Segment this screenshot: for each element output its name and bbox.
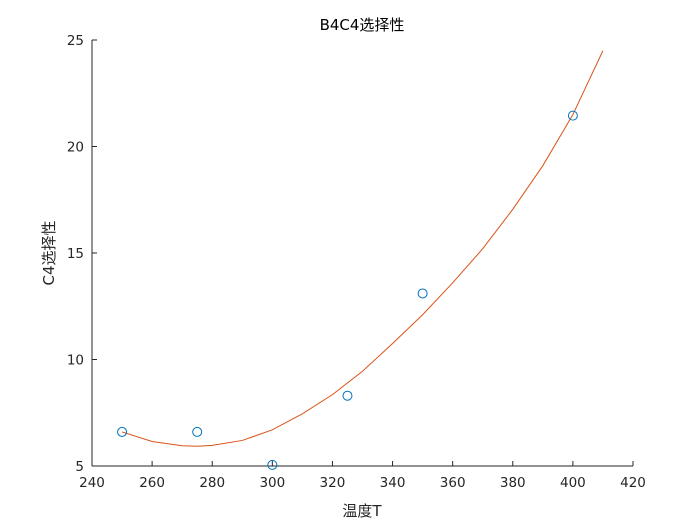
y-tick-label: 10 <box>67 353 84 369</box>
x-tick-label: 420 <box>620 475 646 491</box>
x-tick-label: 260 <box>139 475 165 491</box>
x-tick-label: 400 <box>560 475 586 491</box>
x-tick-label: 240 <box>79 475 105 491</box>
x-tick-label: 340 <box>380 475 406 491</box>
y-axis-label: C4选择性 <box>40 220 58 285</box>
x-tick-label: 360 <box>440 475 466 491</box>
data-point <box>267 459 278 470</box>
y-tick-label: 5 <box>75 459 84 475</box>
data-point <box>567 110 578 121</box>
x-tick-label: 300 <box>259 475 285 491</box>
data-point <box>192 426 203 437</box>
x-tick-label: 320 <box>320 475 346 491</box>
y-tick-label: 20 <box>67 140 84 156</box>
y-tick-label: 25 <box>67 33 84 49</box>
axes: 240 260 280 300 320 340 360 380 400 420 5 10 15 20 25 <box>67 33 646 491</box>
plot-background <box>92 40 633 466</box>
data-point <box>342 390 353 401</box>
data-points-layer <box>117 110 578 470</box>
data-point <box>117 426 128 437</box>
chart-title: B4C4选择性 <box>320 16 405 34</box>
data-point <box>417 288 428 299</box>
y-tick-label: 15 <box>67 246 84 262</box>
x-axis-label: 温度T <box>342 502 382 520</box>
fit-curve-layer <box>121 50 604 447</box>
x-tick-label: 380 <box>500 475 526 491</box>
x-tick-label: 280 <box>199 475 225 491</box>
fit-curve <box>121 50 604 447</box>
